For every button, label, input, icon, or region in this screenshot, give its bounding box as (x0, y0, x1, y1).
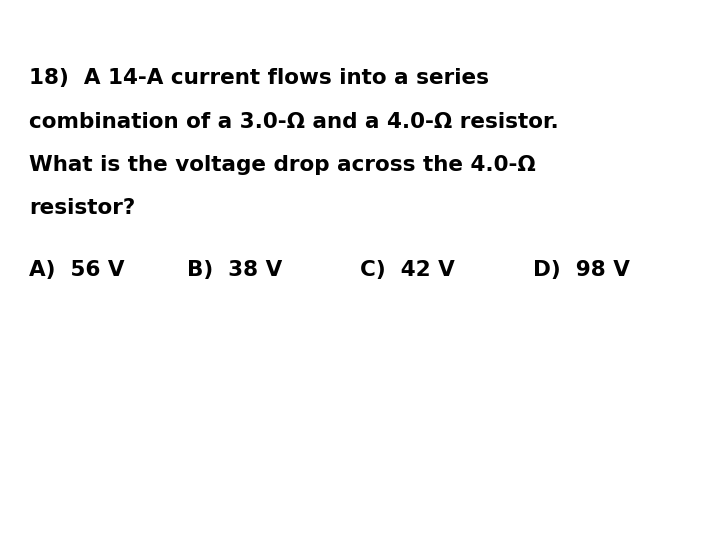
Text: 18)  A 14-A current flows into a series: 18) A 14-A current flows into a series (29, 68, 489, 89)
Text: C)  42 V: C) 42 V (360, 260, 455, 280)
Text: What is the voltage drop across the 4.0-Ω: What is the voltage drop across the 4.0-… (29, 154, 536, 175)
Text: combination of a 3.0-Ω and a 4.0-Ω resistor.: combination of a 3.0-Ω and a 4.0-Ω resis… (29, 111, 559, 132)
Text: resistor?: resistor? (29, 198, 135, 218)
Text: A)  56 V: A) 56 V (29, 260, 125, 280)
Text: D)  98 V: D) 98 V (533, 260, 630, 280)
Text: B)  38 V: B) 38 V (187, 260, 282, 280)
